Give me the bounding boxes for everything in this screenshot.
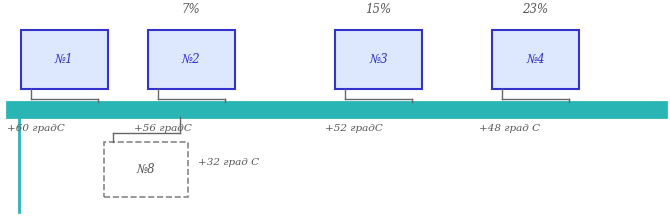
Bar (148, 30, 234, 89)
Bar (335, 30, 422, 89)
Text: №8: №8 (137, 163, 155, 176)
Bar (21, 30, 108, 89)
Bar (7, 102, 666, 117)
Text: +56 градC: +56 градC (135, 124, 192, 133)
Text: 23%: 23% (523, 3, 549, 16)
Text: №3: №3 (369, 53, 388, 66)
Text: +32 град C: +32 град C (198, 158, 259, 167)
Text: +48 град C: +48 град C (479, 124, 540, 133)
Text: +60 градC: +60 градC (7, 124, 65, 133)
Text: №1: №1 (55, 53, 74, 66)
Text: 15%: 15% (365, 3, 391, 16)
Text: №2: №2 (182, 53, 200, 66)
Bar (492, 30, 579, 89)
Text: +52 градC: +52 градC (325, 124, 383, 133)
Bar (105, 142, 188, 197)
Text: 7%: 7% (182, 3, 200, 16)
Text: №4: №4 (526, 53, 545, 66)
